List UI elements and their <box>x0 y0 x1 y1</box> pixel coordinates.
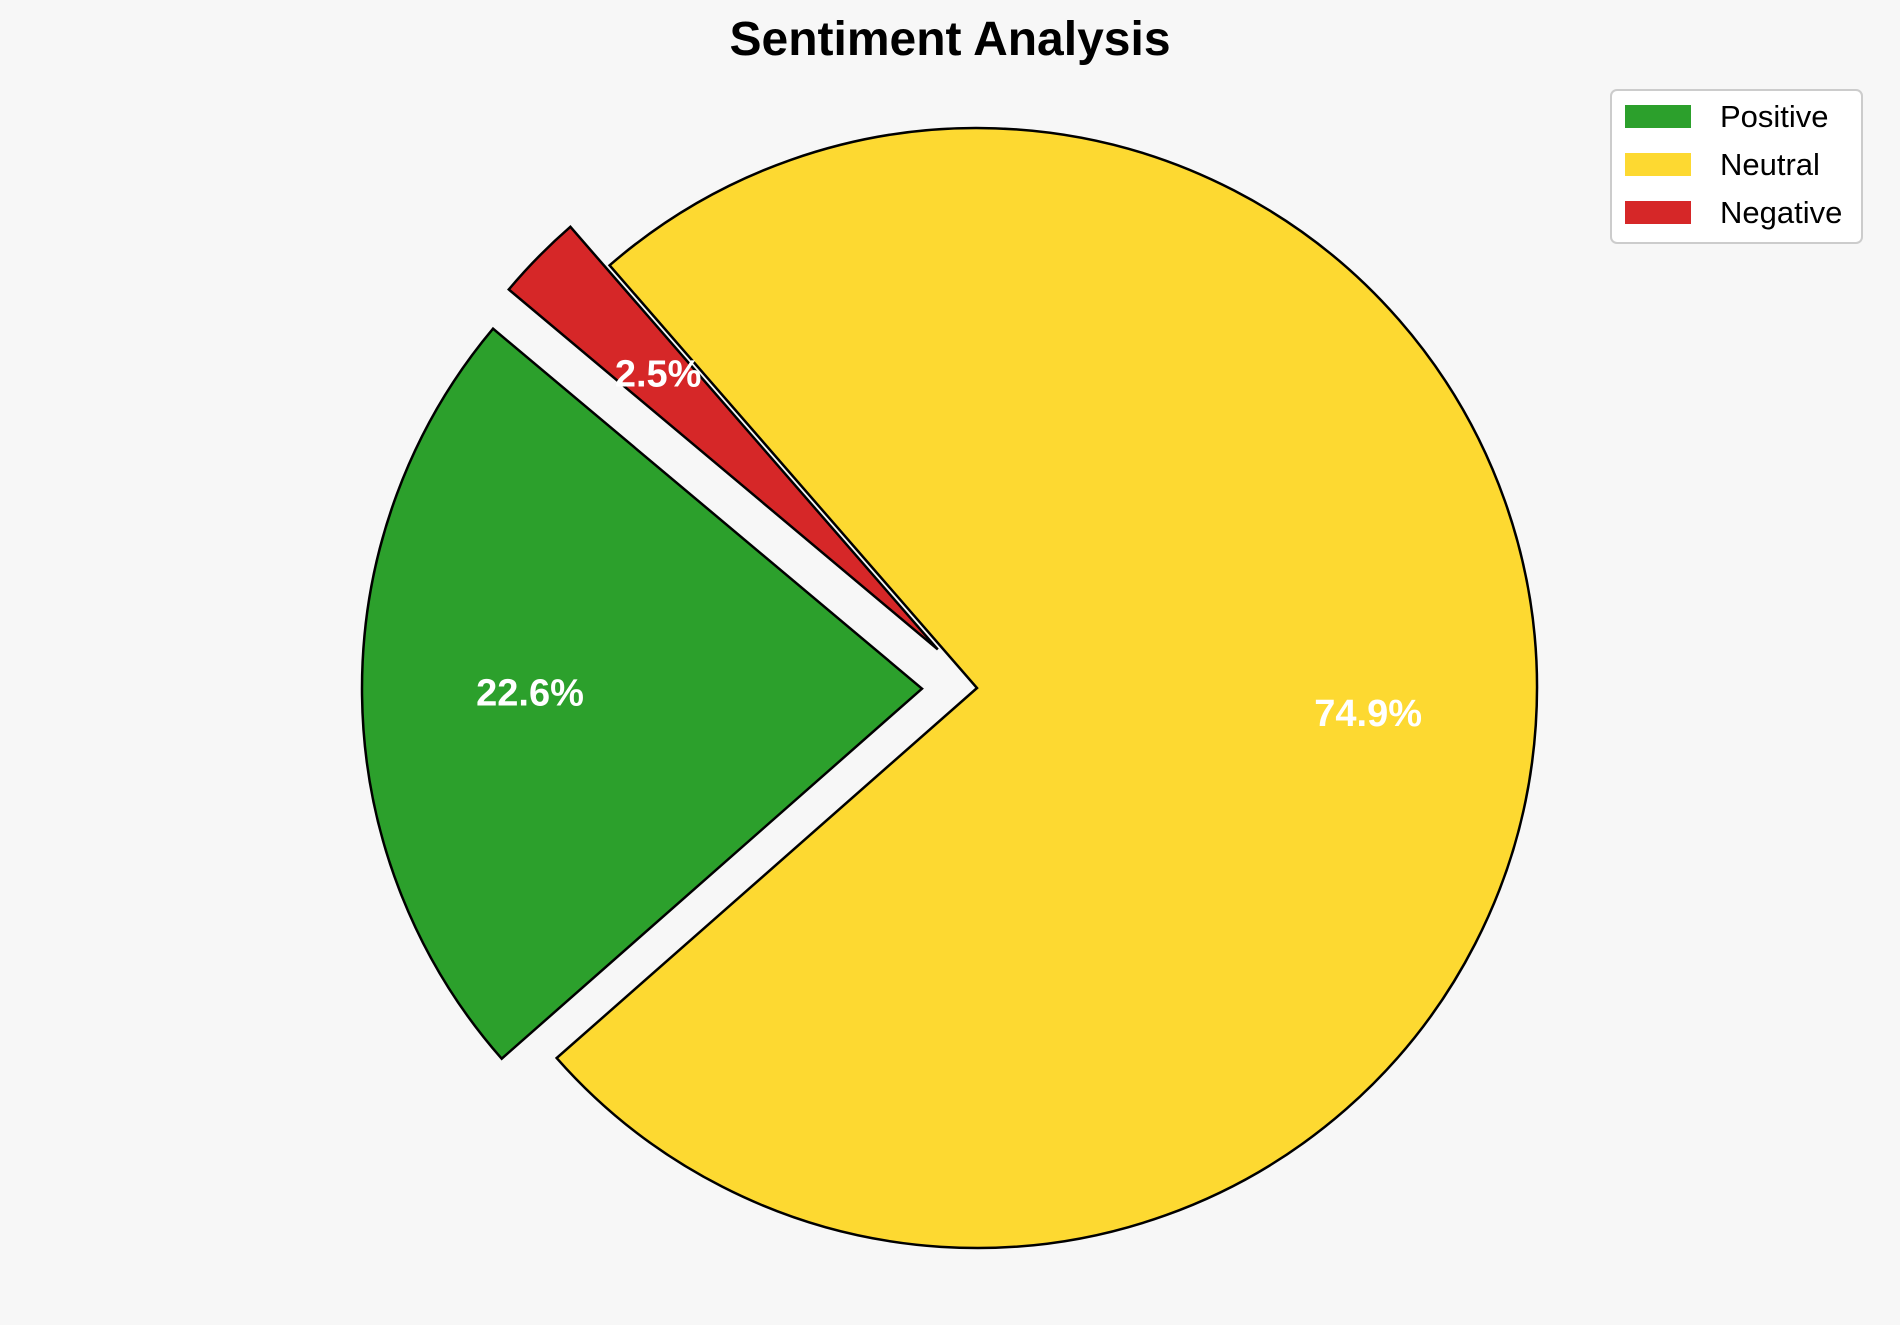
pie-slice-neutral <box>554 126 1539 1250</box>
legend-swatch-positive <box>1625 105 1691 128</box>
pct-label-negative: 2.5% <box>615 354 702 396</box>
chart-title: Sentiment Analysis <box>729 13 1170 66</box>
legend-swatch-negative <box>1625 201 1691 224</box>
legend-item-negative: Negative <box>1625 195 1842 230</box>
legend-item-neutral: Neutral <box>1625 147 1820 182</box>
pie-slice-negative <box>507 225 939 651</box>
legend-items: Positive Neutral Negative <box>1625 99 1842 230</box>
legend: Positive Neutral Negative <box>1610 89 1863 244</box>
legend-item-positive: Positive <box>1625 99 1829 134</box>
legend-swatch-neutral <box>1625 153 1691 176</box>
legend-label-positive: Positive <box>1720 99 1829 134</box>
pie-slice-positive <box>360 326 924 1061</box>
legend-label-neutral: Neutral <box>1720 147 1820 182</box>
legend-label-negative: Negative <box>1720 195 1842 230</box>
pie-percent-labels: 22.6% 74.9% 2.5% <box>476 354 1422 735</box>
pie-slices <box>360 126 1539 1250</box>
pct-label-neutral: 74.9% <box>1314 693 1422 735</box>
pct-label-positive: 22.6% <box>476 672 584 714</box>
